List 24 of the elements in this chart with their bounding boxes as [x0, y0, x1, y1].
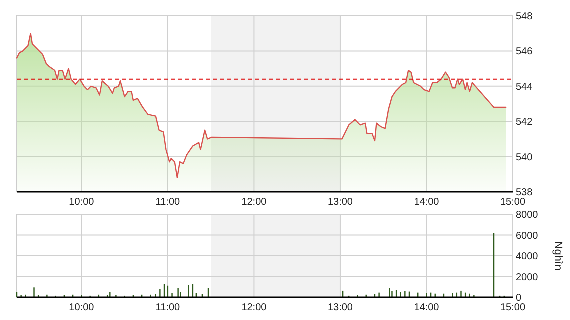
x-tick-label: 11:00 [156, 302, 181, 314]
x-tick-label: 15:00 [500, 197, 526, 208]
y-tick-label: 2000 [516, 272, 539, 284]
x-tick-label: 13:00 [328, 197, 354, 208]
x-tick-label: 14:00 [414, 197, 440, 208]
y-tick-label: 548 [516, 12, 534, 22]
y-tick-label: 542 [516, 117, 534, 128]
y-tick-label: 6000 [516, 230, 539, 242]
y-tick-label: 546 [516, 46, 534, 58]
y-tick-label: 540 [516, 152, 534, 164]
y-tick-label: 8000 [516, 210, 539, 221]
x-tick-label: 11:00 [156, 197, 181, 208]
x-tick-label: 10:00 [69, 302, 95, 314]
y-tick-label: 4000 [516, 252, 539, 262]
x-tick-label: 12:00 [242, 302, 268, 314]
x-tick-label: 14:00 [414, 302, 440, 314]
x-tick-label: 13:00 [328, 302, 354, 314]
y-tick-label: 538 [516, 188, 534, 198]
y-tick-label: 544 [516, 82, 534, 93]
y-axis-title: Nghìn [552, 241, 564, 271]
x-tick-label: 10:00 [69, 197, 95, 208]
y-tick-label: 0 [516, 293, 522, 304]
x-tick-label: 15:00 [500, 302, 526, 314]
x-tick-label: 12:00 [242, 197, 268, 208]
